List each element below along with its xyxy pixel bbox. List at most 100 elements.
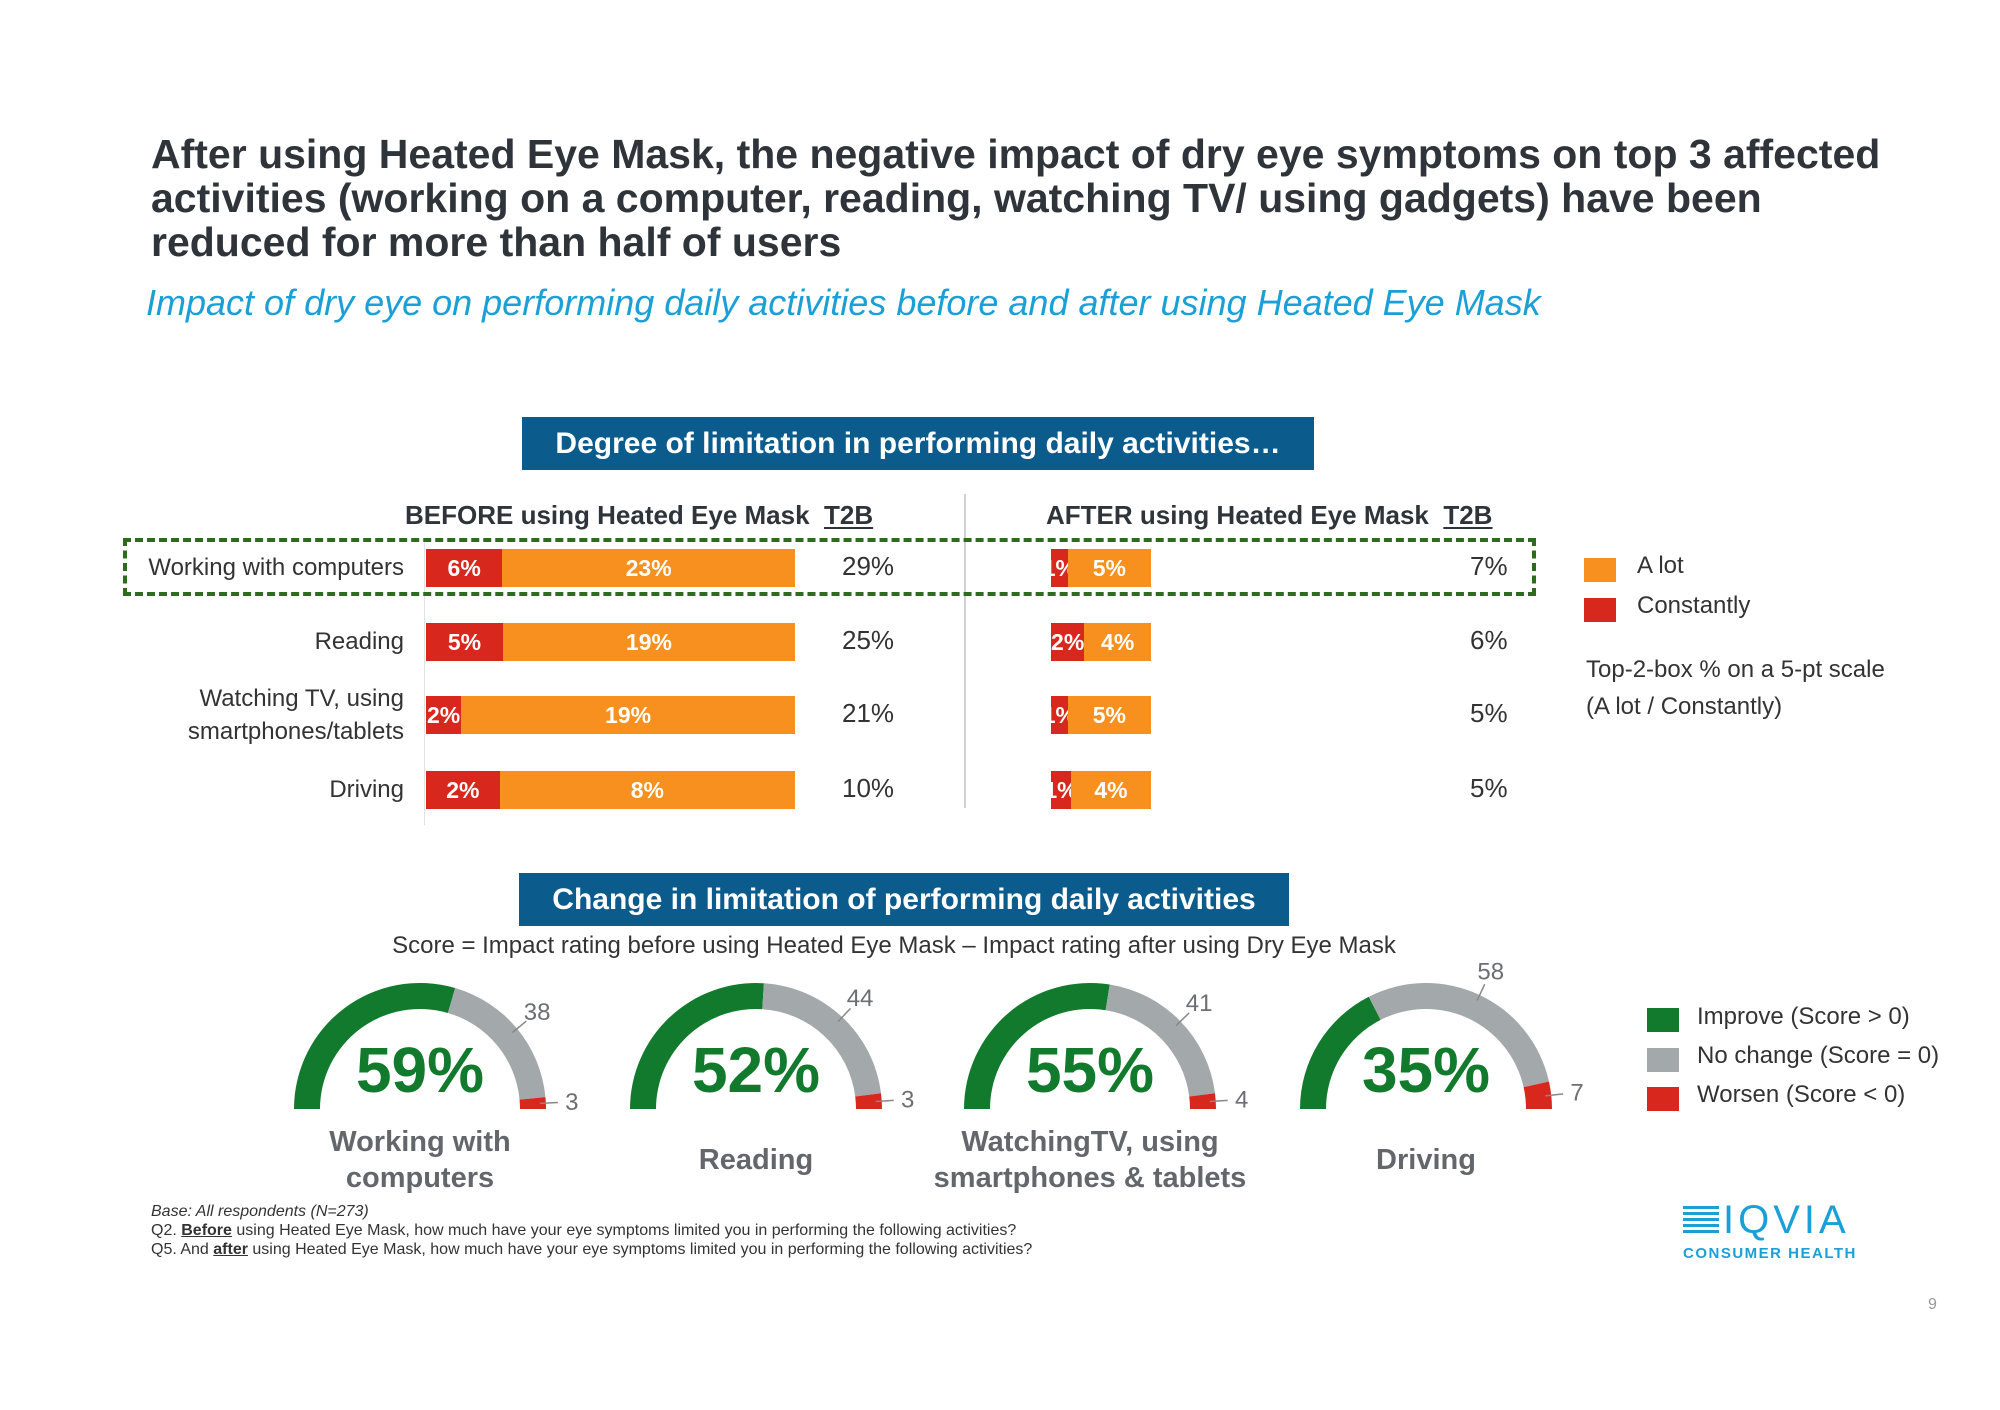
no-change-value-label: 41 bbox=[1186, 990, 1213, 1017]
no-change-arc bbox=[1368, 983, 1549, 1088]
after-t2b-value: 6% bbox=[1470, 625, 1508, 655]
section-header-degree: Degree of limitation in performing daily… bbox=[522, 417, 1314, 470]
worsen-arc bbox=[855, 1093, 882, 1109]
highlight-box bbox=[123, 538, 1536, 596]
legend-label-worsen: Worsen (Score < 0) bbox=[1697, 1081, 1906, 1108]
improve-arc bbox=[1300, 996, 1381, 1109]
gauge-charts: 38 3 44 3 41 4 58 7 bbox=[294, 958, 1584, 1116]
gauge-category-label: Reading bbox=[576, 1142, 936, 1178]
before-t2b-header: T2B bbox=[824, 500, 874, 530]
before-column-header: BEFORE using Heated Eye Mask T2B bbox=[405, 500, 873, 531]
after-bar: 1%5% bbox=[1051, 549, 1151, 587]
gauge-label-line: computers bbox=[345, 1162, 495, 1194]
no-change-arc bbox=[1105, 984, 1216, 1097]
before-bar: 2% 8% bbox=[426, 771, 795, 809]
constantly-segment: 2% bbox=[426, 771, 500, 809]
a-lot-segment: 5% bbox=[1067, 696, 1151, 734]
worsen-value-label: 4 bbox=[1235, 1086, 1248, 1113]
gauge-improve-percent: 35% bbox=[1361, 1034, 1491, 1106]
q5-rest: using Heated Eye Mask, how much have you… bbox=[247, 1241, 1033, 1258]
legend-label-a-lot: A lot bbox=[1637, 552, 1684, 579]
no-change-leader-line bbox=[837, 1007, 852, 1023]
gauge-category-label: WatchingTV, using smartphones & tablets bbox=[910, 1124, 1270, 1196]
gauge-category-label: Driving bbox=[1246, 1142, 1606, 1178]
before-bar: 5% 19% bbox=[426, 623, 795, 661]
worsen-leader-line bbox=[539, 1101, 558, 1105]
before-t2b-value: 21% bbox=[842, 698, 895, 728]
improve-arc bbox=[294, 983, 456, 1109]
gauge-improve-percent: 59% bbox=[355, 1034, 485, 1106]
note-line-1: Top-2-box % on a 5-pt scale bbox=[1586, 656, 1885, 683]
gauge-label-line: Driving bbox=[1376, 1144, 1476, 1176]
gauge-improve-percent: 55% bbox=[1025, 1034, 1155, 1106]
worsen-value-label: 3 bbox=[901, 1086, 914, 1113]
before-bar: 6% 23% bbox=[426, 549, 795, 587]
before-bar: 2% 19% bbox=[426, 696, 795, 734]
note-line-2: (A lot / Constantly) bbox=[1586, 693, 1783, 720]
score-definition: Score = Impact rating before using Heate… bbox=[392, 932, 1396, 959]
constantly-segment: 6% bbox=[426, 549, 503, 587]
category-label: Watching TV, using smartphones/tablets bbox=[187, 685, 404, 745]
worsen-arc bbox=[519, 1097, 546, 1109]
q2-prefix: Q2. bbox=[151, 1222, 182, 1239]
constantly-segment: 5% bbox=[426, 623, 503, 661]
iqvia-logo: IQVIA CONSUMER HEALTH bbox=[1683, 1198, 1873, 1262]
no-change-value-label: 58 bbox=[1477, 958, 1504, 985]
worsen-value-label: 3 bbox=[565, 1089, 578, 1116]
panel-divider bbox=[964, 494, 966, 808]
a-lot-segment: 23% bbox=[502, 549, 795, 587]
gauge-label-line: Reading bbox=[698, 1144, 814, 1176]
legend-label-no-change: No change (Score = 0) bbox=[1697, 1042, 1940, 1069]
legend-swatch-worsen bbox=[1647, 1087, 1679, 1111]
footnote-q5: Q5. And after using Heated Eye Mask, how… bbox=[151, 1241, 1032, 1259]
gauge-label-line: smartphones & tablets bbox=[933, 1162, 1247, 1194]
logo-wordmark: IQVIA bbox=[1723, 1198, 1850, 1242]
legend-label-constantly: Constantly bbox=[1637, 592, 1751, 619]
a-lot-segment: 4% bbox=[1084, 623, 1151, 661]
footnote-q2: Q2. Before using Heated Eye Mask, how mu… bbox=[151, 1222, 1016, 1240]
worsen-arc bbox=[1523, 1081, 1552, 1109]
q2-bold: Before bbox=[181, 1222, 232, 1239]
constantly-segment: 2% bbox=[1051, 623, 1085, 661]
a-lot-segment: 19% bbox=[502, 623, 795, 661]
category-label: Driving bbox=[329, 776, 404, 803]
category-axis-line bbox=[424, 540, 425, 825]
improve-arc bbox=[630, 983, 764, 1109]
constantly-segment: 2% bbox=[426, 696, 462, 734]
constantly-segment: 1% bbox=[1051, 771, 1071, 809]
no-change-arc bbox=[762, 983, 882, 1097]
worsen-leader-line bbox=[875, 1099, 894, 1103]
category-label: Reading bbox=[314, 628, 404, 655]
slide-title: After using Heated Eye Mask, the negativ… bbox=[151, 131, 1881, 265]
slide-subtitle: Impact of dry eye on performing daily ac… bbox=[146, 282, 1541, 323]
after-t2b-value: 5% bbox=[1470, 773, 1508, 803]
gauge-label-line: Working with bbox=[329, 1126, 511, 1158]
constantly-segment: 1% bbox=[1051, 696, 1068, 734]
category-label: Working with computers bbox=[148, 554, 404, 581]
a-lot-segment: 8% bbox=[499, 771, 795, 809]
a-lot-segment: 19% bbox=[461, 696, 795, 734]
constantly-segment: 1% bbox=[1051, 549, 1068, 587]
after-t2b-value: 7% bbox=[1470, 551, 1508, 581]
a-lot-segment: 4% bbox=[1071, 771, 1151, 809]
before-header-text: BEFORE using Heated Eye Mask bbox=[405, 500, 810, 530]
gauge-category-label: Working with computers bbox=[240, 1124, 600, 1196]
gauge-improve-percent: 52% bbox=[691, 1034, 821, 1106]
improve-arc bbox=[964, 983, 1110, 1109]
legend-swatch-improve bbox=[1647, 1008, 1679, 1032]
worsen-leader-line bbox=[1545, 1093, 1564, 1097]
after-bar: 1%4% bbox=[1051, 771, 1151, 809]
a-lot-segment: 5% bbox=[1067, 549, 1151, 587]
legend-label-improve: Improve (Score > 0) bbox=[1697, 1003, 1910, 1030]
no-change-leader-line bbox=[511, 1020, 527, 1034]
section-header-change: Change in limitation of performing daily… bbox=[519, 873, 1289, 926]
worsen-value-label: 7 bbox=[1570, 1079, 1583, 1106]
legend-swatch-a-lot bbox=[1584, 558, 1616, 582]
worsen-arc bbox=[1189, 1093, 1216, 1109]
no-change-value-label: 44 bbox=[847, 985, 874, 1012]
after-bar: 1%5% bbox=[1051, 696, 1151, 734]
before-t2b-value: 10% bbox=[842, 773, 895, 803]
before-t2b-value: 29% bbox=[842, 551, 895, 581]
after-t2b-value: 5% bbox=[1470, 698, 1508, 728]
no-change-leader-line bbox=[1476, 983, 1486, 1001]
